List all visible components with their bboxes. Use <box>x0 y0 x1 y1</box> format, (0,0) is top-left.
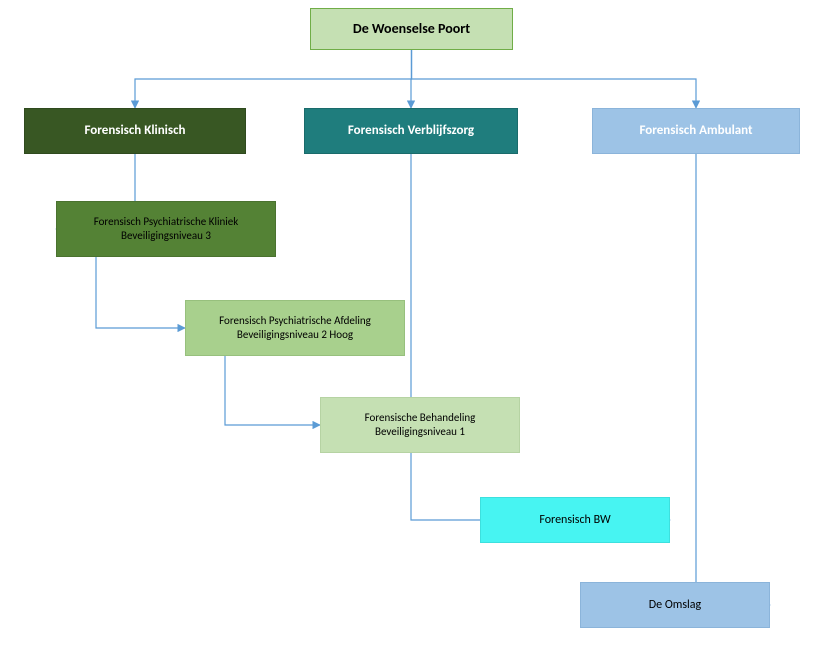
node-fb1-line1: Forensische Behandeling <box>365 411 476 425</box>
connector-root-to-verblijfszorg <box>411 50 412 108</box>
node-omslag-label: De Omslag <box>649 598 701 613</box>
node-forensisch-psychiatrische-kliniek: Forensisch Psychiatrische Kliniek Beveil… <box>56 201 276 257</box>
node-forensisch-verblijfszorg: Forensisch Verblijfszorg <box>304 108 518 154</box>
node-fpk3-line2: Beveiligingsniveau 3 <box>94 229 239 243</box>
node-forensisch-klinisch: Forensisch Klinisch <box>24 108 246 154</box>
connector-verblijfszorg-to-bw <box>411 154 670 520</box>
node-forensisch-psychiatrische-afdeling: Forensisch Psychiatrische Afdeling Bevei… <box>185 300 405 356</box>
node-fpk3-line1: Forensisch Psychiatrische Kliniek <box>94 215 239 229</box>
node-fb1-text: Forensische Behandeling Beveiligingsnive… <box>365 411 476 439</box>
node-fpa2-text: Forensisch Psychiatrische Afdeling Bevei… <box>219 314 371 342</box>
node-verblijfszorg-label: Forensisch Verblijfszorg <box>348 123 474 139</box>
node-de-omslag: De Omslag <box>580 582 770 628</box>
connector-fpa2-to-fb1 <box>225 356 320 425</box>
node-forensische-behandeling: Forensische Behandeling Beveiligingsnive… <box>320 397 520 453</box>
node-forensisch-bw: Forensisch BW <box>480 497 670 543</box>
node-root-label: De Woenselse Poort <box>353 20 470 38</box>
node-fpa2-line1: Forensisch Psychiatrische Afdeling <box>219 314 371 328</box>
node-fpk3-text: Forensisch Psychiatrische Kliniek Beveil… <box>94 215 239 243</box>
node-klinisch-label: Forensisch Klinisch <box>85 123 186 139</box>
connector-root-to-klinisch <box>135 50 412 108</box>
connector-ambulant-to-omslag <box>696 154 770 605</box>
node-root: De Woenselse Poort <box>310 8 513 50</box>
node-fpa2-line2: Beveiligingsniveau 2 Hoog <box>219 328 371 342</box>
node-forensisch-ambulant: Forensisch Ambulant <box>592 108 800 154</box>
connector-fpk3-to-fpa2 <box>96 257 185 328</box>
node-ambulant-label: Forensisch Ambulant <box>639 123 752 139</box>
node-fb1-line2: Beveiligingsniveau 1 <box>365 425 476 439</box>
connector-root-to-ambulant <box>412 50 697 108</box>
connector-layer <box>0 0 823 651</box>
node-bw-label: Forensisch BW <box>539 513 610 528</box>
